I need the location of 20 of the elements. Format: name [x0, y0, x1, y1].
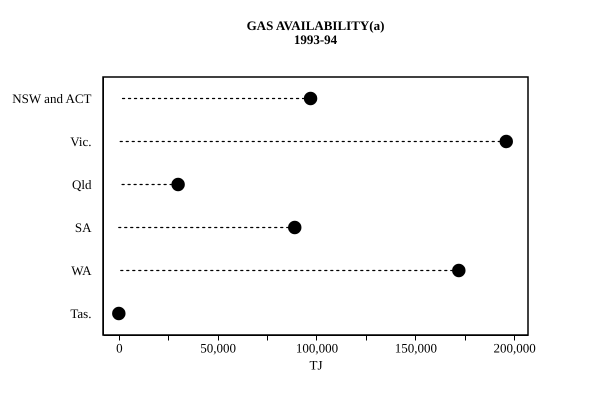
y-tick-label: Vic. — [70, 134, 92, 149]
x-axis-title: TJ — [310, 358, 322, 372]
y-tick-label: WA — [71, 263, 92, 278]
y-tick-label: Qld — [72, 177, 92, 192]
y-tick-label: SA — [74, 220, 92, 235]
point — [288, 220, 302, 234]
point — [500, 134, 513, 148]
x-tick-label: 150,000 — [394, 340, 437, 356]
point — [304, 92, 318, 106]
chart-subtitle: 1993-94 — [294, 32, 338, 47]
point — [112, 306, 126, 320]
x-tick-label: 100,000 — [296, 340, 338, 356]
point — [171, 178, 185, 192]
chart-title: GAS AVAILABILITY(a) — [246, 18, 384, 33]
point — [452, 264, 466, 278]
x-tick-label: 200,000 — [494, 340, 536, 356]
y-tick-label: NSW and ACT — [12, 91, 92, 106]
x-tick-label: 50,000 — [200, 340, 236, 356]
y-tick-label: Tas. — [70, 306, 92, 321]
x-tick-label: 0 — [116, 340, 123, 356]
